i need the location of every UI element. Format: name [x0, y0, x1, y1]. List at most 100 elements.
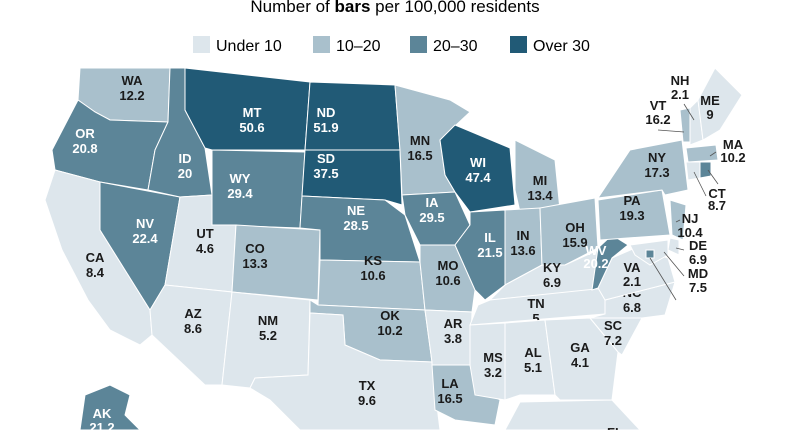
state-shape	[301, 149, 403, 206]
legend-label: 20–30	[433, 38, 478, 55]
legend-label: 10–20	[336, 38, 381, 55]
state-abbr: CT	[708, 186, 725, 201]
title-part: per 100,000 residents	[370, 0, 539, 16]
state-abbr: CO	[245, 241, 265, 256]
state-abbr: RI	[734, 164, 747, 179]
leader-line	[707, 169, 719, 185]
state-abbr: PA	[623, 193, 641, 208]
state-shape	[669, 199, 687, 241]
state-value: 6.9	[543, 275, 561, 290]
state-value: 21.5	[477, 245, 502, 260]
state-value: 47.4	[465, 170, 491, 185]
state-abbr: FL	[607, 425, 623, 430]
state-value: 4.1	[571, 355, 589, 370]
state-value: 5	[532, 311, 539, 326]
leader-line	[675, 247, 685, 251]
state-shape	[685, 161, 701, 181]
state-abbr: GA	[570, 340, 590, 355]
state-abbr: MD	[688, 266, 708, 281]
state-value: 20	[178, 166, 192, 181]
state-value: 8.7	[708, 198, 726, 213]
state-abbr: OK	[380, 308, 400, 323]
state-shape	[679, 107, 691, 143]
state-abbr: NE	[347, 203, 365, 218]
state-abbr: TX	[359, 378, 376, 393]
state-abbr: AK	[93, 406, 112, 421]
state-abbr: WV	[586, 243, 607, 258]
state-value: 15.9	[562, 235, 587, 250]
state-abbr: NJ	[682, 211, 699, 226]
state-abbr: MO	[438, 258, 459, 273]
state-value: 10.6	[360, 268, 385, 283]
state-value: 29.4	[227, 186, 253, 201]
state-value: 4.6	[196, 241, 214, 256]
state-abbr: KS	[364, 253, 382, 268]
leader-line	[693, 171, 707, 197]
state-abbr: WY	[230, 171, 251, 186]
state-shape	[504, 399, 641, 430]
state-value: 8.4	[86, 265, 105, 280]
state-shape	[504, 319, 556, 401]
leader-line	[709, 151, 717, 157]
state-abbr: IL	[484, 230, 496, 245]
state-abbr: WA	[122, 73, 144, 88]
state-abbr: LA	[441, 376, 459, 391]
state-shape	[79, 384, 141, 430]
state-value: 51.9	[313, 120, 338, 135]
state-shape	[249, 312, 441, 430]
legend-swatch	[313, 36, 330, 53]
state-abbr: AR	[444, 316, 463, 331]
state-value: 12.2	[119, 88, 144, 103]
state-abbr: WI	[470, 155, 486, 170]
leader-line	[663, 251, 685, 277]
state-abbr: DC	[679, 294, 698, 309]
state-abbr: MT	[243, 105, 262, 120]
state-value: 7.2	[604, 333, 622, 348]
legend-swatch	[193, 36, 210, 53]
state-shape	[667, 237, 680, 256]
state-shape	[539, 197, 599, 266]
state-value: 13.6	[510, 243, 535, 258]
leader-line	[649, 257, 677, 301]
state-shape	[469, 287, 606, 326]
state-shape	[439, 124, 516, 213]
state-value: 13.3	[242, 256, 267, 271]
state-value: 19.3	[619, 208, 644, 223]
state-value: 29.5	[419, 210, 444, 225]
state-value: 22.4	[132, 231, 158, 246]
state-abbr: MN	[410, 133, 430, 148]
state-value: 20.8	[72, 141, 97, 156]
leader-line	[675, 219, 681, 223]
state-value: 10.6	[435, 273, 460, 288]
state-abbr: DE	[689, 238, 707, 253]
state-abbr: SD	[317, 151, 335, 166]
leader-line	[683, 103, 695, 121]
state-shape	[596, 139, 689, 199]
state-value: 5.1	[524, 360, 542, 375]
state-value: 10.2	[377, 323, 402, 338]
state-abbr: SC	[604, 318, 623, 333]
state-abbr: OH	[565, 220, 585, 235]
state-abbr: NM	[258, 313, 278, 328]
state-value: 6.8	[623, 300, 641, 315]
state-abbr: ME	[700, 93, 720, 108]
state-abbr: IN	[517, 228, 530, 243]
state-value: 13.4	[527, 188, 553, 203]
state-value: 10.2	[720, 150, 745, 165]
state-value: 10.4	[677, 225, 703, 240]
state-abbr: TN	[527, 296, 544, 311]
state-shape	[699, 161, 712, 179]
state-abbr: VT	[650, 98, 667, 113]
state-value: 20.2	[583, 256, 608, 271]
state-abbr: NV	[136, 216, 154, 231]
state-value: 9	[706, 107, 713, 122]
state-abbr: OR	[75, 126, 95, 141]
state-abbr: CA	[86, 250, 105, 265]
state-value: 6.9	[689, 252, 707, 267]
state-shape	[469, 322, 506, 401]
state-abbr: ND	[317, 105, 336, 120]
state-value: 17.3	[644, 165, 669, 180]
state-value: 3.2	[484, 365, 502, 380]
state-abbr: MA	[723, 137, 744, 152]
